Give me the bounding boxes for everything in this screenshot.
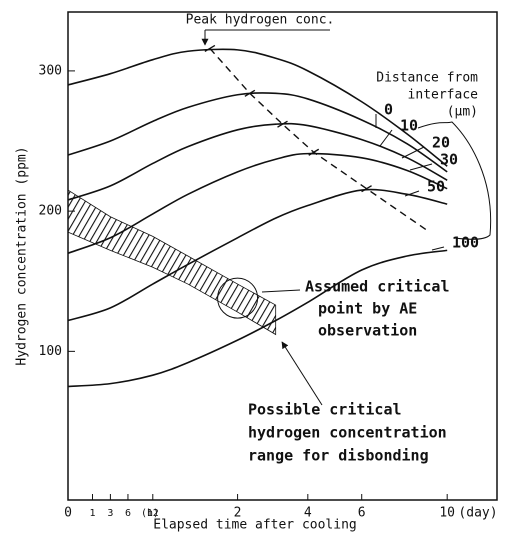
y-tick-label: 200 xyxy=(39,204,62,219)
legend-title: Distance from xyxy=(376,71,478,86)
peak-line xyxy=(209,47,429,232)
x-unit-hours: (h) xyxy=(141,508,159,519)
curve xyxy=(67,48,448,167)
band-arrow xyxy=(281,341,323,406)
peak-tick xyxy=(361,185,372,193)
curve xyxy=(67,188,448,322)
legend-brace xyxy=(417,121,492,240)
x-tick-label: 12 xyxy=(147,508,159,519)
plot-frame xyxy=(67,11,498,501)
peak-tick xyxy=(308,148,320,156)
x-tick-label: 10 xyxy=(439,506,455,521)
curve xyxy=(67,249,448,388)
band-label: hydrogen concentration xyxy=(248,424,447,442)
y-tick-label: 100 xyxy=(39,344,62,359)
series-label: 50 xyxy=(427,178,445,196)
label-leader xyxy=(404,190,420,197)
series-label: 0 xyxy=(384,101,393,119)
series-label: 100 xyxy=(452,234,479,252)
x-tick-label: 6 xyxy=(125,508,131,519)
point-label: Assumed critical xyxy=(305,278,450,296)
peak-tick xyxy=(244,89,256,97)
label-leader xyxy=(431,246,445,251)
band-label: range for disbonding xyxy=(248,447,429,465)
x-tick-label: 0 xyxy=(64,506,72,521)
peak-label: Peak hydrogen conc. xyxy=(186,13,335,28)
band-label: Possible critical xyxy=(248,401,402,419)
x-tick-label: 6 xyxy=(358,506,366,521)
point-label: observation xyxy=(318,322,417,340)
series-label: 20 xyxy=(432,134,450,152)
legend-title: (μm) xyxy=(447,105,478,120)
x-tick-label: 1 xyxy=(89,508,95,519)
peak-tick xyxy=(204,44,216,53)
label-leader xyxy=(379,129,393,147)
series-label: 10 xyxy=(400,117,418,135)
y-tick-label: 300 xyxy=(39,63,62,78)
point-leader xyxy=(261,289,301,293)
critical-band xyxy=(67,189,277,336)
legend-title: interface xyxy=(408,88,479,103)
x-tick-label: 3 xyxy=(107,508,113,519)
curve xyxy=(67,92,448,173)
x-axis-label: Elapsed time after cooling xyxy=(153,518,357,533)
x-tick-label: 4 xyxy=(304,506,312,521)
critical-point xyxy=(217,277,259,319)
x-unit-days: (day) xyxy=(458,506,497,521)
label-leader xyxy=(409,163,433,171)
y-axis-label: Hydrogen concentration (ppm) xyxy=(15,146,30,365)
x-tick-label: 2 xyxy=(234,506,242,521)
curve xyxy=(67,122,448,201)
series-label: 30 xyxy=(440,151,458,169)
peak-tick xyxy=(277,120,288,128)
label-leader xyxy=(401,146,425,159)
curve xyxy=(67,152,448,254)
point-label: point by AE xyxy=(318,300,417,318)
